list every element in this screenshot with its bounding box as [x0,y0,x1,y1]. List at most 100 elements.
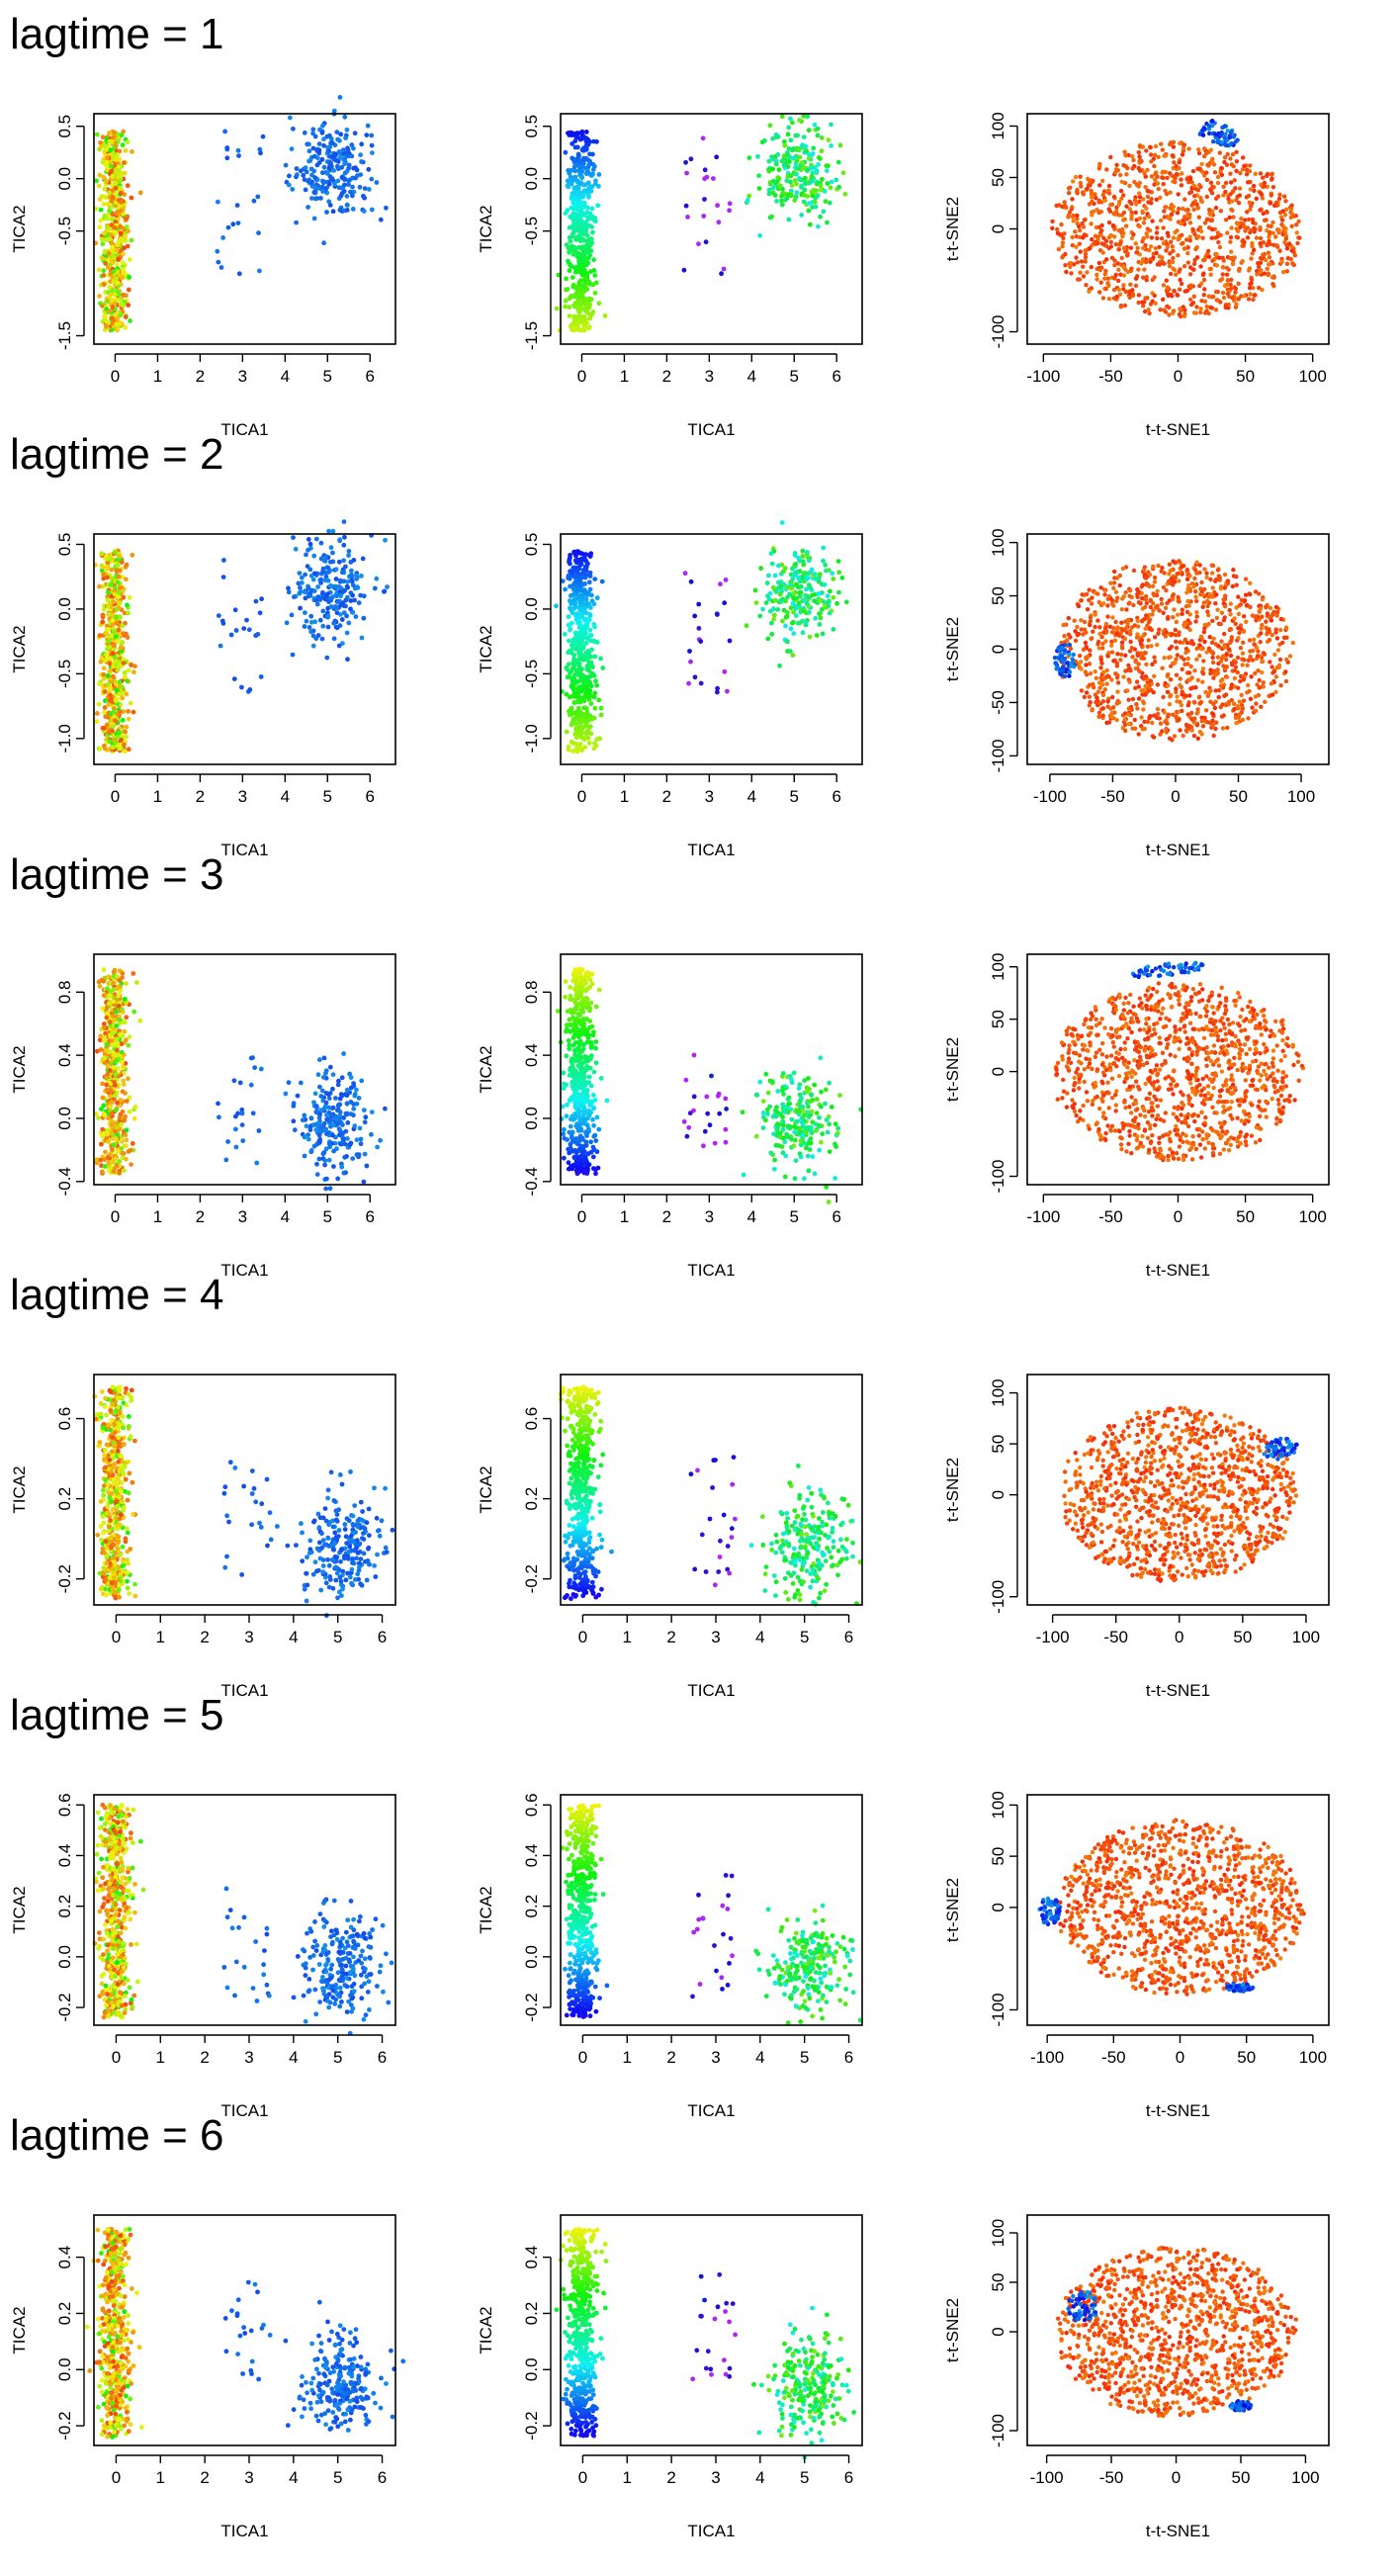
data-point [1172,235,1176,239]
data-point [1274,201,1278,205]
data-point [788,582,793,587]
data-point [567,614,571,619]
data-point [106,682,111,687]
data-point [345,631,350,636]
data-point [1104,244,1108,248]
data-point [1050,226,1054,230]
data-point [1113,620,1117,624]
data-point [1162,611,1166,615]
data-point [338,593,343,598]
data-point [1179,676,1182,680]
data-point [572,597,577,602]
data-point [821,559,826,564]
data-point [813,123,818,128]
data-point [1176,653,1180,657]
data-point [100,620,105,625]
data-point [1295,241,1299,245]
data-point [582,268,587,273]
data-point [1095,234,1099,238]
data-point [1213,133,1217,136]
data-point [1100,179,1104,183]
data-point [576,258,581,263]
data-point [1206,311,1210,315]
data-point [1224,692,1228,696]
data-point [1073,229,1077,233]
data-point [770,562,775,567]
data-point [1263,700,1267,704]
data-point [780,619,785,624]
x-tick-label: 2 [196,367,205,386]
data-point [1210,227,1214,231]
data-point [567,639,571,644]
data-point [1142,720,1146,724]
data-point [1063,252,1067,256]
data-point [1173,180,1177,184]
x-axis-label: TICA1 [687,420,735,439]
data-point [1155,643,1159,647]
data-point [374,577,379,581]
data-point [118,600,123,605]
data-point [1152,735,1156,739]
data-point [288,116,293,121]
data-point [114,167,119,172]
data-point [816,193,821,198]
data-point [1269,176,1273,180]
data-point [799,184,804,189]
data-point [1180,171,1183,175]
data-point [107,739,112,744]
data-point [1149,244,1153,248]
data-point [591,257,596,262]
data-point [131,710,136,715]
data-point [345,194,350,199]
data-point [292,594,297,599]
data-point [1195,255,1199,259]
data-point [1128,283,1132,287]
data-point [316,633,321,638]
data-point [1289,257,1293,261]
data-point [98,140,103,145]
data-point [1081,190,1085,194]
data-point [1253,293,1257,297]
y-tick-label: -0.5 [522,660,541,688]
data-point [801,630,806,635]
data-point [284,163,289,168]
data-point [329,545,334,550]
data-point [1287,241,1291,245]
data-point [311,554,316,559]
data-point [1173,230,1177,234]
data-point [116,667,121,672]
data-point [1172,144,1176,148]
data-point [301,173,306,178]
data-point [1174,640,1178,644]
x-tick-label: 0 [577,367,586,386]
data-point [597,172,602,177]
data-point [590,215,595,220]
data-point [112,269,117,274]
data-point [686,681,691,686]
data-point [1130,154,1134,158]
data-point [1214,308,1218,311]
data-point [1124,223,1128,227]
data-point [1201,659,1205,663]
data-point [747,155,752,160]
data-point [1112,195,1116,199]
x-tick-label: 5 [323,787,332,806]
data-point [1130,655,1134,659]
data-point [315,163,320,168]
data-point [808,222,813,227]
data-point [572,186,577,191]
data-point [306,585,311,590]
data-point [1138,169,1142,173]
data-point [563,587,568,592]
data-point [584,600,589,605]
data-point [697,626,702,631]
data-point [1099,281,1103,285]
data-point [102,273,107,278]
data-point [1198,225,1202,229]
data-point [1105,603,1109,607]
data-point [1284,236,1288,240]
data-point [717,220,722,224]
data-point [1249,204,1253,208]
data-point [592,691,597,696]
data-point [1246,180,1250,184]
